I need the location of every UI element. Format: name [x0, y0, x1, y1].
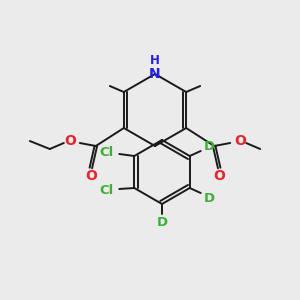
Text: O: O: [234, 134, 246, 148]
Text: Cl: Cl: [99, 146, 113, 160]
Text: O: O: [85, 169, 97, 183]
Text: D: D: [156, 215, 168, 229]
Text: D: D: [204, 140, 215, 152]
Text: N: N: [149, 67, 161, 81]
Text: Cl: Cl: [99, 184, 113, 196]
Text: D: D: [204, 191, 215, 205]
Text: O: O: [64, 134, 76, 148]
Text: O: O: [213, 169, 225, 183]
Text: H: H: [150, 55, 160, 68]
